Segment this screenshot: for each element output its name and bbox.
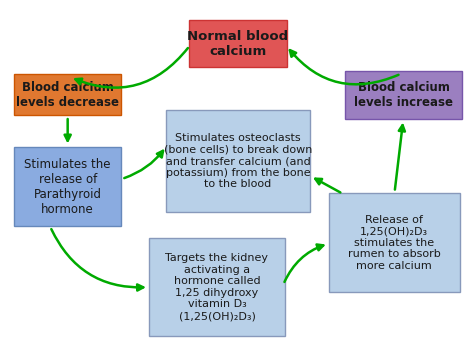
Text: Blood calcium
levels decrease: Blood calcium levels decrease <box>16 81 119 109</box>
Text: Stimulates osteoclasts
(bone cells) to break down
and transfer calcium (and
pota: Stimulates osteoclasts (bone cells) to b… <box>164 133 312 189</box>
FancyBboxPatch shape <box>345 71 462 119</box>
FancyBboxPatch shape <box>149 238 284 336</box>
Text: Release of
1,25(OH)₂D₃
stimulates the
rumen to absorb
more calcium: Release of 1,25(OH)₂D₃ stimulates the ru… <box>348 215 441 271</box>
FancyBboxPatch shape <box>329 193 460 292</box>
Text: Blood calcium
levels increase: Blood calcium levels increase <box>354 81 453 109</box>
Text: Targets the kidney
activating a
hormone called
1,25 dihydroxy
vitamin D₃
(1,25(O: Targets the kidney activating a hormone … <box>165 253 268 321</box>
FancyBboxPatch shape <box>14 147 121 226</box>
FancyBboxPatch shape <box>165 110 310 212</box>
FancyBboxPatch shape <box>189 20 287 67</box>
FancyBboxPatch shape <box>14 74 121 115</box>
Text: Stimulates the
release of
Parathyroid
hormone: Stimulates the release of Parathyroid ho… <box>25 158 111 216</box>
Text: Normal blood
calcium: Normal blood calcium <box>187 30 289 58</box>
